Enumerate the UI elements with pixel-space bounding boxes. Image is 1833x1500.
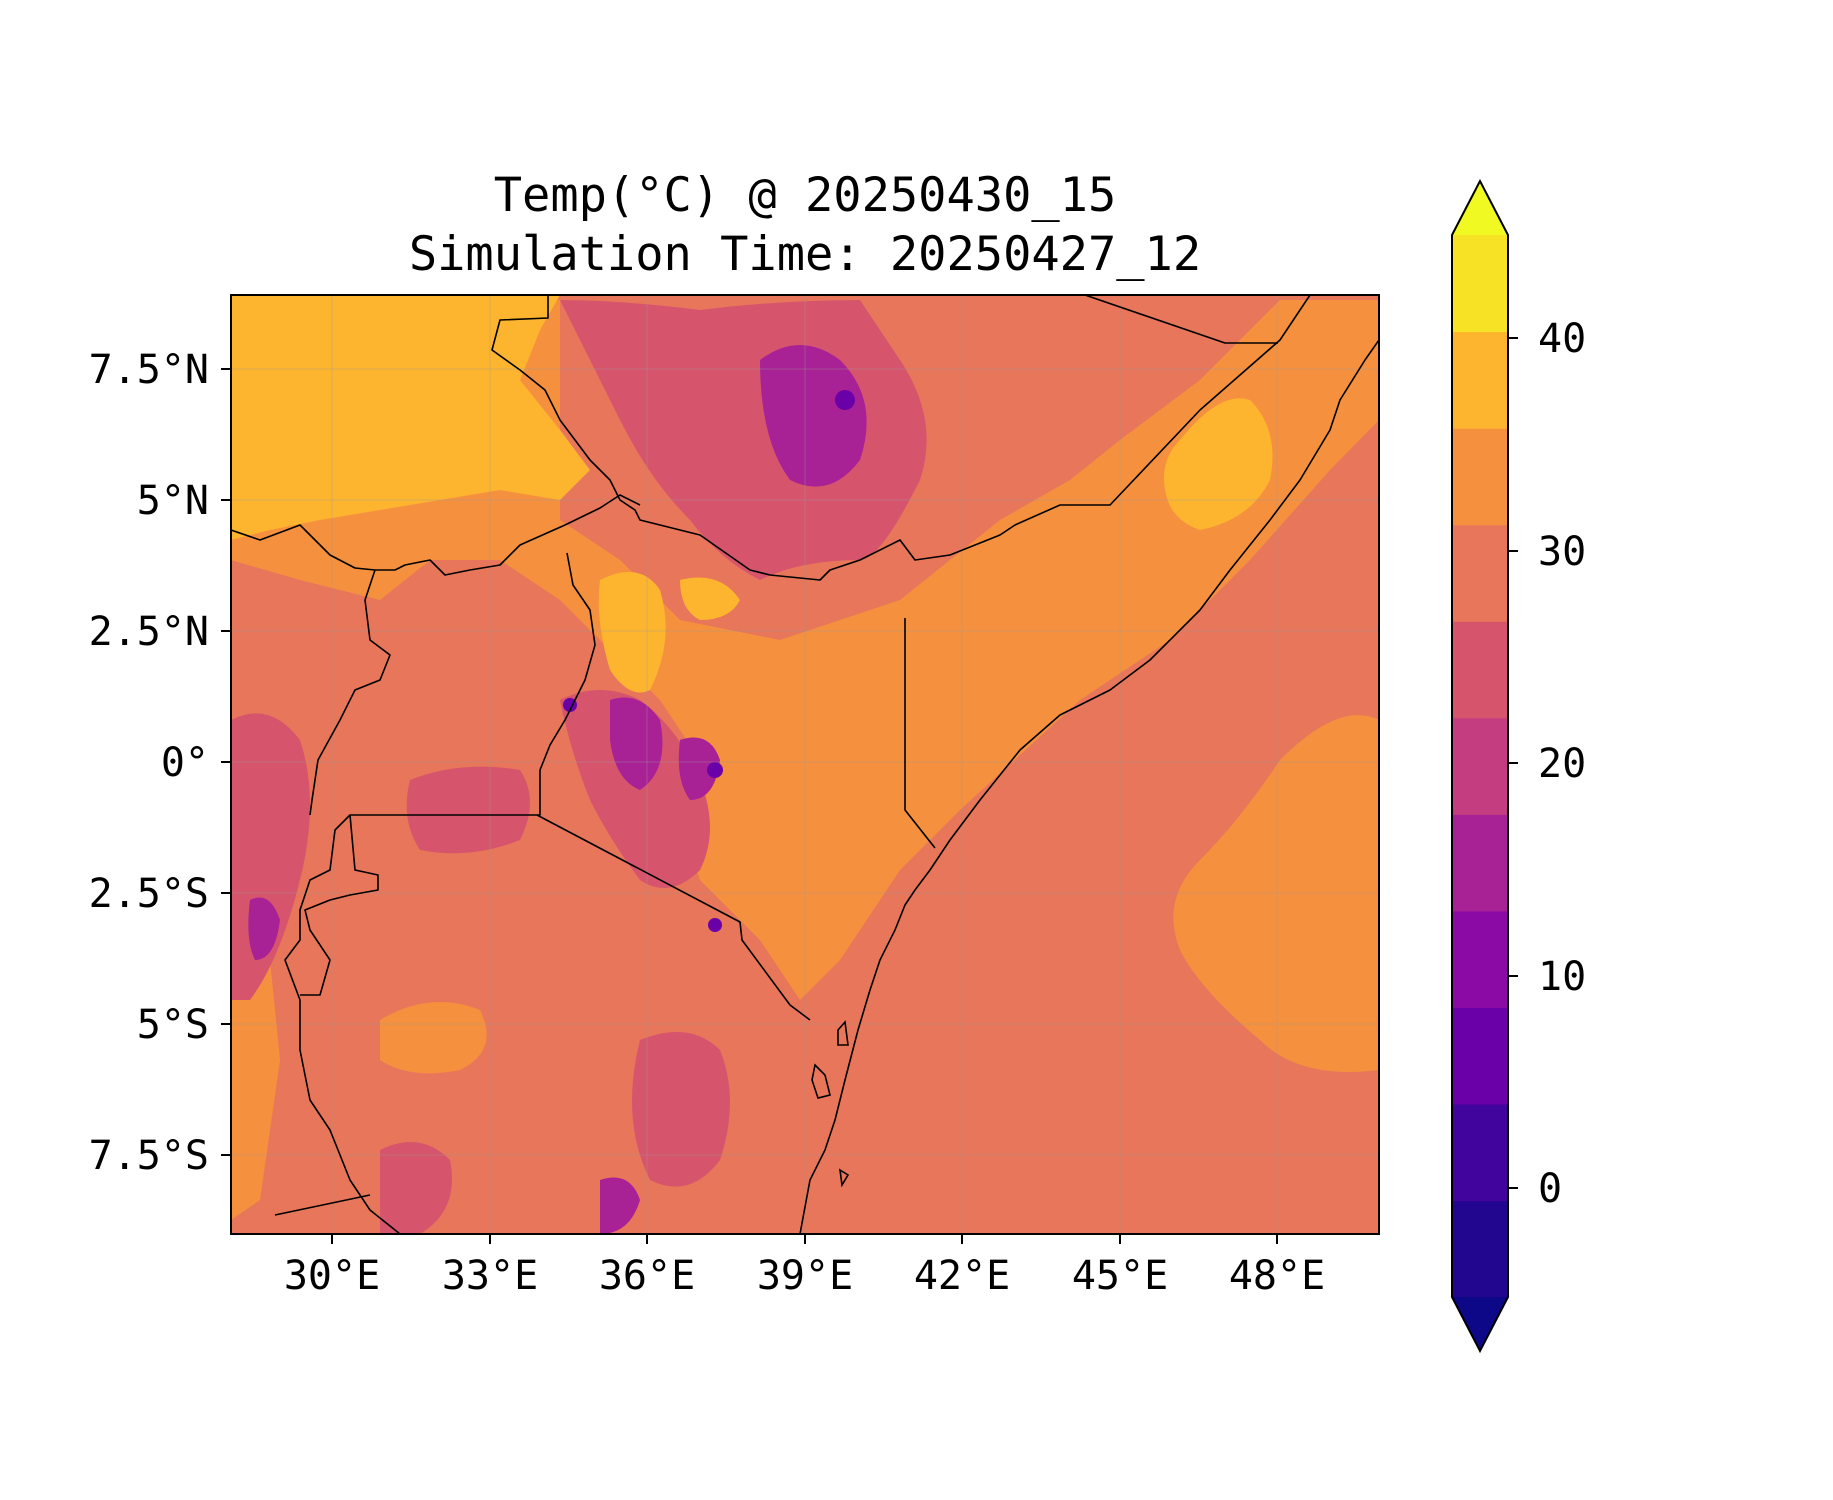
colorbar-tick-labels: 0 10 20 30 40 <box>1538 316 1586 1212</box>
highland-zones <box>248 345 867 1234</box>
y-tick-label: 2.5°S <box>89 871 209 917</box>
colorbar-tick-label: 0 <box>1538 1166 1562 1212</box>
x-tick-label: 36°E <box>599 1253 695 1299</box>
x-tick-label: 39°E <box>757 1253 853 1299</box>
colorbar-bin <box>1452 910 1508 1008</box>
colorbar-bin <box>1452 1007 1508 1105</box>
y-tick-label: 5°S <box>137 1002 209 1048</box>
colorbar-bin <box>1452 1200 1508 1298</box>
colorbar-bin <box>1452 1103 1508 1202</box>
axis-tick-marks <box>221 368 1278 1244</box>
colorbar-tick-label: 40 <box>1538 316 1586 362</box>
y-tick-label: 2.5°N <box>89 609 209 655</box>
x-tick-label: 30°E <box>284 1253 380 1299</box>
colorbar-outline <box>1451 178 1509 1354</box>
y-tick-labels: 7.5°N 5°N 2.5°N 0° 2.5°S 5°S 7.5°S <box>89 347 209 1179</box>
colorbar-bin <box>1452 717 1508 815</box>
colorbar-tick-label: 30 <box>1538 529 1586 575</box>
temperature-field <box>231 295 1379 1234</box>
y-tick-label: 7.5°N <box>89 347 209 393</box>
map-title-line-1: Temp(°C) @ 20250430_15 <box>493 168 1117 223</box>
colorbar-bin <box>1452 814 1508 912</box>
colorbar <box>1451 178 1518 1354</box>
colorbar-tick-label: 10 <box>1538 954 1586 1000</box>
y-tick-label: 7.5°S <box>89 1133 209 1179</box>
colorbar-extend-min <box>1452 1297 1508 1351</box>
y-tick-label: 5°N <box>137 478 209 524</box>
colorbar-extend-max <box>1452 181 1508 235</box>
colorbar-bin <box>1452 524 1508 622</box>
colorbar-bin <box>1452 428 1508 526</box>
colorbar-tick-label: 20 <box>1538 741 1586 787</box>
x-tick-label: 48°E <box>1229 1253 1325 1299</box>
x-tick-label: 42°E <box>914 1253 1010 1299</box>
x-tick-label: 33°E <box>442 1253 538 1299</box>
map-title-line-2: Simulation Time: 20250427_12 <box>408 227 1202 282</box>
colorbar-bin <box>1452 331 1508 429</box>
country-borders <box>231 295 1379 1234</box>
graticule <box>231 295 1379 1234</box>
x-tick-label: 45°E <box>1072 1253 1168 1299</box>
colorbar-bin <box>1452 621 1508 719</box>
x-tick-labels: 30°E 33°E 36°E 39°E 42°E 45°E 48°E <box>284 1253 1325 1299</box>
islands <box>811 1020 850 1188</box>
colorbar-bin <box>1452 235 1508 333</box>
y-tick-label: 0° <box>161 740 209 786</box>
